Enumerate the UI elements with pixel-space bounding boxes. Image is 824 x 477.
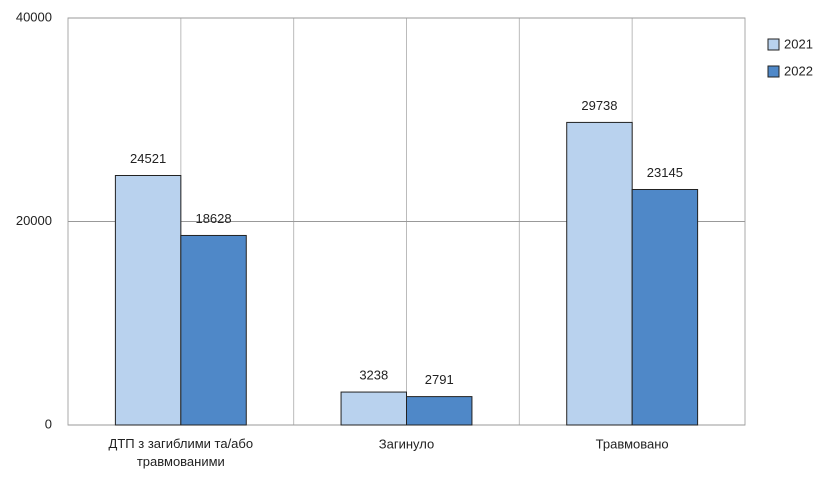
x-tick-label: ДТП з загиблими та/або травмованими [109, 436, 254, 469]
data-label: 18628 [195, 211, 231, 226]
bar [114, 174, 182, 426]
y-tick-label: 40000 [16, 9, 52, 24]
x-tick-label: Загинуло [379, 436, 434, 451]
data-label: 23145 [647, 165, 683, 180]
data-label: 24521 [130, 151, 166, 166]
data-label: 29738 [581, 98, 617, 113]
x-tick-label-line: ДТП з загиблими та/або [109, 436, 254, 451]
data-label: 3238 [359, 367, 388, 382]
legend-swatch [767, 65, 780, 78]
bar [566, 121, 633, 426]
bar [406, 396, 473, 426]
legend-label: 2022 [784, 63, 813, 78]
data-label: 2791 [425, 372, 454, 387]
legend-swatch [767, 38, 780, 51]
bar [631, 188, 699, 426]
y-tick-label: 0 [45, 416, 52, 431]
bar [180, 234, 247, 426]
y-tick-label: 20000 [16, 213, 52, 228]
bar [340, 391, 408, 426]
x-tick-label: Травмовано [596, 436, 669, 451]
x-tick-label-line: травмованими [137, 454, 225, 469]
legend-label: 2021 [784, 36, 813, 51]
